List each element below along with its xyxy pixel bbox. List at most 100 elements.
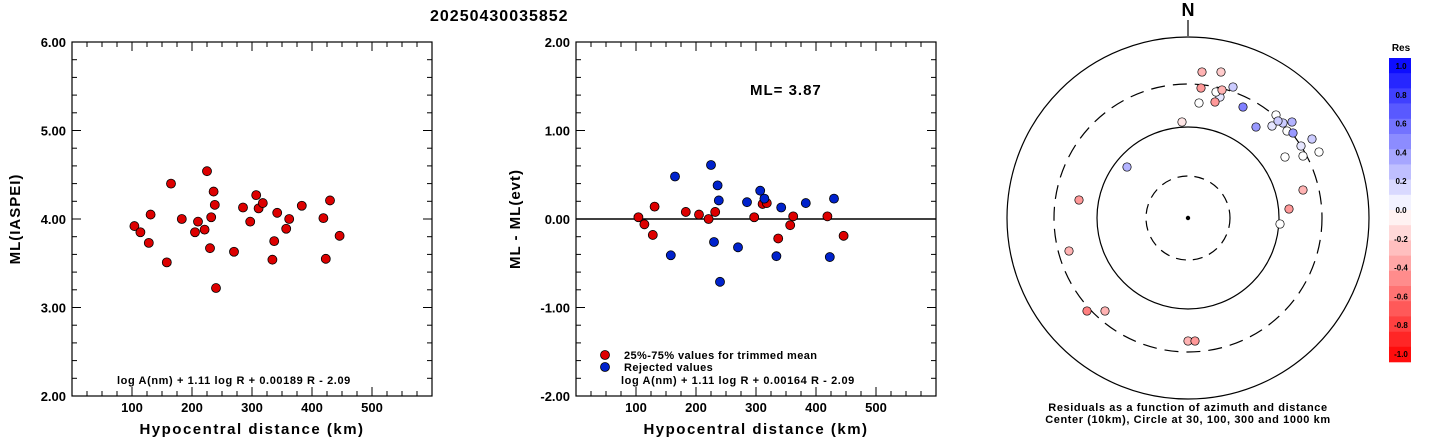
station-point [647,230,658,240]
station-point [257,198,268,208]
station-point [785,220,796,231]
station-marker [1251,122,1261,132]
x-tick-label: 100 [121,400,143,415]
colorbar-title: Res [1392,43,1411,54]
rejected-point [709,237,719,247]
colorbar-cells [1389,58,1411,363]
station-marker [1100,306,1110,316]
station-point [639,219,650,230]
x-axis-label: Hypocentral distance (km) [643,421,868,438]
station-marker [1216,67,1226,77]
station-point [320,253,331,264]
attenuation-formula: log A(nm) + 1.11 log R + 0.00189 R - 2.0… [117,375,351,387]
station-marker [1228,82,1238,92]
rejected-point [742,197,752,208]
y-tick-label: -2.00 [540,389,570,404]
rejected-point [713,195,724,206]
y-tick-label: 2.00 [545,35,570,50]
azimuth-residual-map: N Residuals as a function of azimuth and… [1006,0,1370,426]
station-point [161,257,172,268]
axis-ticks [576,42,936,396]
legend-marker-rejected [600,362,610,372]
station-point [199,224,210,235]
rejected-point [706,160,716,170]
station-point [694,209,704,220]
station-marker [1217,85,1227,95]
station-marker [1196,83,1206,93]
station-point [703,214,714,224]
tick-labels: 100 200 300 400 500 -2.00 -1.00 0.00 1.00 2.00 [540,35,886,415]
rejected-point [670,171,680,182]
station-point [325,195,335,206]
station-point [176,214,187,224]
attenuation-formula: log A(nm) + 1.11 log R + 0.00164 R - 2.0… [621,375,855,387]
station-point [838,230,849,241]
y-tick-label: -1.00 [540,301,570,316]
legend-marker-retained [600,350,610,360]
station-marker [1280,152,1290,162]
rejected-point [759,193,770,204]
station-point [822,211,833,222]
colorbar-cell [1389,301,1411,317]
station-marker [1314,147,1324,157]
rejected-point [824,252,835,262]
station-point [788,211,799,222]
colorbar-cell [1389,179,1411,196]
station-point [649,201,660,212]
rejected-point [665,250,676,261]
ml-annotation: ML= 3.87 [750,82,822,99]
station-point [143,237,154,248]
colorbar-cell [1389,73,1411,89]
station-point [267,254,278,265]
colorbar-cell [1389,134,1411,150]
station-marker [1298,151,1308,161]
station-point [206,212,217,223]
polar-caption-line2: Center (10km), Circle at 30, 100, 300 an… [1045,414,1331,426]
colorbar-cell [1389,346,1411,363]
station-marker [1267,121,1277,131]
station-point [284,214,295,224]
station-point [281,223,292,234]
rejected-point [800,198,811,208]
colorbar-tick: 0.8 [1395,91,1407,100]
x-tick-label: 300 [745,400,767,415]
station-marker [1284,204,1294,214]
polar-caption-line1: Residuals as a function of azimuth and d… [1048,402,1327,414]
station-point [710,207,721,217]
colorbar-cell [1389,118,1411,135]
station-point [269,236,280,247]
station-marker [1287,117,1297,127]
colorbar-cell [1389,286,1411,302]
rejected-point [715,276,725,287]
station-point [238,202,248,213]
y-axis-label: ML(IASPEI) [7,174,24,265]
colorbar-tick: 0.6 [1395,120,1407,129]
station-marker [1082,306,1092,316]
station-point [129,221,140,231]
station-marker [1064,246,1074,256]
colorbar-cell [1389,331,1411,348]
rejected-point [755,185,766,196]
colorbar-tick-labels: 1.0 0.8 0.6 0.4 0.2 0.0 -0.2 -0.4 -0.6 -0.8 -1.0 [1394,62,1408,359]
y-tick-label: 1.00 [545,124,570,139]
epicenter-dot [1185,215,1191,221]
colorbar-tick: 0.4 [1395,148,1407,157]
legend-retained-label: 25%-75% values for trimmed mean [624,350,817,362]
station-marker [1197,67,1207,77]
colorbar-cell [1389,210,1411,226]
y-tick-label: 5.00 [41,124,66,139]
station-marker [1307,134,1317,144]
station-point [166,178,176,189]
circle-300km [1053,83,1323,353]
tick-labels: 100 200 300 400 500 2.00 3.00 4.00 5.00 6.00 [41,35,383,415]
station-points [1064,67,1324,346]
station-marker [1177,117,1187,127]
station-marker [1190,336,1200,346]
circle-30km [1145,175,1231,261]
x-axis-label: Hypocentral distance (km) [139,421,364,438]
colorbar-cell [1389,316,1411,332]
y-tick-label: 2.00 [41,389,66,404]
residual-vs-distance-plot: 100 200 300 400 500 -2.00 -1.00 0.00 1.00 2.00 ML… [507,35,937,438]
event-title: 20250430035852 [430,8,569,25]
